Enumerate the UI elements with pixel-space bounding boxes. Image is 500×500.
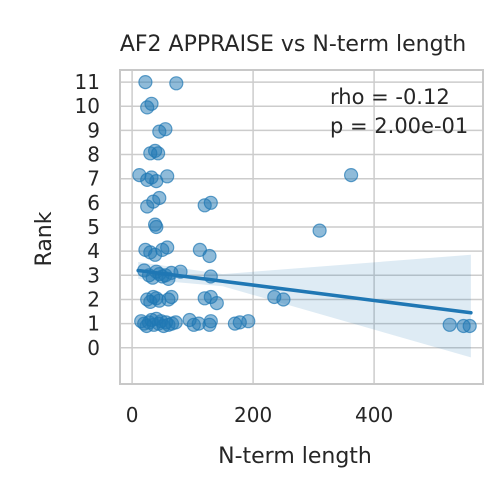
data-point [312, 223, 327, 238]
y-tick-label: 6 [87, 191, 100, 215]
y-tick-label: 0 [87, 336, 100, 360]
x-axis-label: N-term length [218, 444, 372, 469]
data-point [152, 190, 167, 206]
data-point [203, 314, 218, 329]
rho-annotation: rho = -0.12 [330, 85, 450, 109]
data-point [202, 248, 217, 264]
data-point [160, 240, 175, 255]
y-tick-label: 1 [87, 312, 100, 336]
data-point [203, 195, 218, 210]
y-tick-label: 7 [87, 167, 100, 191]
data-point [160, 169, 175, 184]
data-point [164, 289, 179, 305]
x-tick-label: 200 [234, 403, 272, 427]
plot-frame [119, 69, 484, 385]
p-value-annotation: p = 2.00e-01 [330, 114, 468, 138]
regression-line [136, 268, 473, 315]
y-tick-label: 4 [87, 239, 100, 263]
y-tick-label: 11 [75, 70, 100, 94]
data-point [276, 292, 291, 307]
data-point [144, 96, 159, 111]
y-axis-label: Rank [32, 211, 57, 266]
x-tick-label: 0 [126, 403, 139, 427]
y-tick-label: 9 [87, 118, 100, 142]
y-tick-label: 2 [87, 287, 100, 311]
y-tick-label: 10 [75, 94, 100, 118]
x-tick-label: 400 [355, 403, 393, 427]
y-tick-label: 3 [87, 263, 100, 287]
data-point [169, 76, 184, 91]
data-point [158, 122, 173, 137]
x-tick-labels: 0 200 400 [126, 403, 393, 427]
grid [120, 70, 483, 384]
data-point [168, 315, 183, 330]
data-point [442, 317, 457, 332]
regression-line-layer [136, 268, 473, 315]
data-point [344, 168, 359, 183]
data-point [462, 318, 477, 334]
data-point [241, 314, 256, 329]
data-point [138, 74, 153, 90]
data-point [209, 296, 224, 311]
chart-title: AF2 APPRAISE vs N-term length [120, 32, 466, 57]
y-tick-label: 5 [87, 215, 100, 239]
data-point [151, 146, 166, 161]
y-tick-label: 8 [87, 143, 100, 167]
data-point [149, 219, 164, 235]
